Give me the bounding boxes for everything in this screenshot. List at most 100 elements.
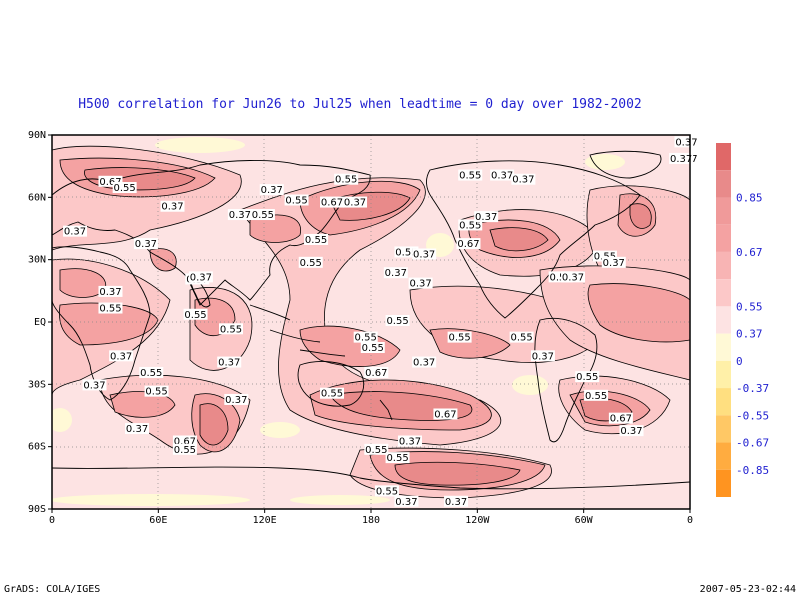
legend-swatch [716,170,731,198]
contour-label: 0.55 [459,220,481,231]
contour-label: 0.55 [174,445,196,456]
contour-label: 0.37 [229,210,251,221]
contour-label: 0.37 [413,358,435,369]
lon-tick-label: 60W [575,515,594,526]
contour-label-bg [364,443,389,455]
contour-label: 0.37 [344,198,366,209]
south-america-coastline [534,317,598,443]
contour-label: 0.55 [448,333,470,344]
legend-swatch [716,251,731,280]
contour-label-bg [530,350,555,362]
contour-label-bg [619,425,644,437]
legend-swatch [716,469,731,497]
contour-label-bg [320,387,345,399]
contour-label-bg [408,277,433,289]
contour-label: 0.55 [355,333,377,344]
contour-label: 0.37 [126,424,148,435]
contour-label: 0.37 [110,351,132,362]
contour-label-bg [394,495,419,507]
contour-label-bg [63,225,88,237]
contour-label-bg [334,173,359,185]
contour-label: 0.55 [252,210,274,221]
legend-label: -0.55 [736,409,769,422]
contour-label-bg [125,423,150,435]
contour-label: 0.55 [395,247,417,258]
lon-tick-label: 120E [253,515,277,526]
contour-label: 0.37 [475,212,497,223]
contour-label-bg [227,209,252,221]
contour-label-bg [343,196,368,208]
contour-label-bg [224,393,249,405]
contour-label-bg [360,342,385,354]
contour-label-bg [160,200,185,212]
contour-label-bg [385,315,410,326]
contour-label: 0.37 [562,272,584,283]
contour-label: 0.37 [675,137,697,148]
contour-label: 0.37 [413,250,435,261]
lat-tick-label: 90N [28,130,46,141]
contour-label: 0.55 [220,324,242,335]
near-zero-patches [52,137,690,506]
contour-label-bg [259,184,284,196]
contour-label: 0.55 [585,391,607,402]
latitude-axis: 90N 60N 30N EQ 30S 60S 90S [28,130,52,515]
contour-label-bg [385,452,410,464]
lat-tick-label: 90S [28,504,46,515]
contour-label: 0.37 [99,287,121,298]
contour-label: 0.37 [409,279,431,290]
contour-label: 0.37 [399,437,421,448]
footer-credit: GrADS: COLA/IGES [4,584,101,595]
new-zealand-coastline [379,399,393,421]
contour-label-bg [592,250,617,262]
contour-label-bg [447,331,472,343]
color-legend: 0.85 0.67 0.55 0.37 0 -0.37 -0.55 -0.67 -0.85 [716,143,769,497]
contour-label: 0.37 [491,171,513,182]
contour-label-bg [109,350,134,362]
contour-label-bg [217,356,242,368]
contour-label-bg [218,323,243,335]
contour-label-bg [144,385,169,397]
contour-label-bg [458,219,483,231]
contour-label: 0.55 [114,183,136,194]
contour-label-bg [490,169,515,181]
contour-label: 0.37 [670,154,692,165]
contour-label: 0.37 [603,258,625,269]
contour-label: 0.37 [532,351,554,362]
contour-label-bg [669,152,694,164]
contour-label-bg [433,408,458,420]
legend-label: -0.85 [736,464,769,477]
contour-label: 0.55 [99,304,121,315]
contour-label-bg [172,443,197,455]
legend-label: 0.55 [736,300,763,313]
contour-label-bg [412,356,437,368]
contour-label-bg [98,285,123,297]
legend-swatch [716,279,731,307]
contour-label-bg [98,302,123,314]
contour-label: 0.55 [140,368,162,379]
contour-label-bg [584,389,609,401]
contour-label-bg [394,246,419,258]
legend-swatch [716,388,731,416]
contour-label-bg [188,271,213,283]
contour-label: 0.67 [610,414,632,425]
legend-label: 0.67 [736,246,763,259]
contour-label: 0.55 [365,445,387,456]
contour-label: 0.55 [300,258,322,269]
contour-label: 0.55 [321,389,343,400]
contour-label: 0.37 [135,239,157,250]
contour-label: 0.55 [362,343,384,354]
contour-label: 0.67 [99,177,121,188]
contour-label-bg [601,256,626,268]
lon-tick-label: 180 [362,515,380,526]
contour-label-bg [298,256,323,268]
contour-label: 0.37 [64,227,86,238]
contour-label: 0.67 [457,239,479,250]
legend-swatch [716,415,731,443]
contour-label: 0.55 [335,175,357,186]
contour-label: 0.37 [225,395,247,406]
lat-tick-label: EQ [34,317,46,328]
legend-label: 0 [736,355,743,368]
level-067-areas [84,167,652,486]
lon-tick-label: 120W [465,515,490,526]
contour-label: 0.55 [576,372,598,383]
